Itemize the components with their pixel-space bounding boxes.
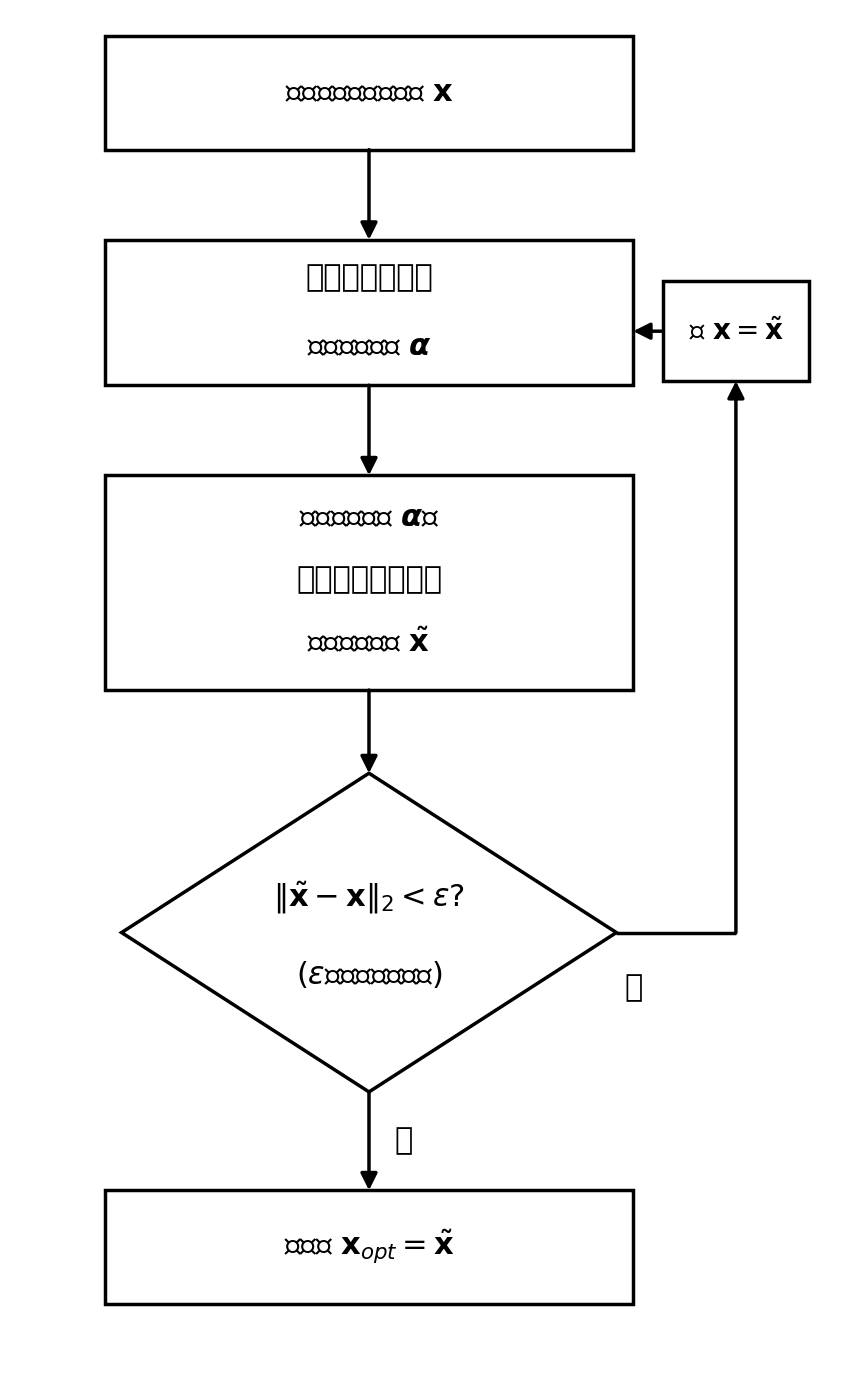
Bar (662, 282, 809, 381)
Text: 最优解 $\mathbf{x}_{opt} = \tilde{\mathbf{x}}$: 最优解 $\mathbf{x}_{opt} = \tilde{\mathbf{x… (284, 1228, 454, 1266)
Text: 小的恒模序列 $\tilde{\mathbf{x}}$: 小的恒模序列 $\tilde{\mathbf{x}}$ (307, 627, 430, 657)
Bar (105, 475, 634, 690)
Text: 令 $\mathbf{x} = \tilde{\mathbf{x}}$: 令 $\mathbf{x} = \tilde{\mathbf{x}}$ (689, 318, 783, 346)
Text: $\|\tilde{\mathbf{x}}-\mathbf{x}\|_2 < \varepsilon$?: $\|\tilde{\mathbf{x}}-\mathbf{x}\|_2 < \… (273, 880, 465, 916)
Bar (105, 1190, 634, 1303)
Text: 计算使代价函数最: 计算使代价函数最 (296, 566, 442, 594)
Text: 固定辅助变量 $\boldsymbol{\alpha}$，: 固定辅助变量 $\boldsymbol{\alpha}$， (299, 503, 440, 533)
Bar (105, 240, 634, 385)
Bar (105, 36, 634, 149)
Polygon shape (122, 774, 617, 1092)
Text: 计算辅助变量 $\boldsymbol{\alpha}$: 计算辅助变量 $\boldsymbol{\alpha}$ (307, 333, 431, 361)
Text: 是: 是 (394, 1126, 412, 1156)
Text: 随机初始化恒模序列 $\mathbf{x}$: 随机初始化恒模序列 $\mathbf{x}$ (285, 78, 453, 107)
Text: 增加迭代次数，: 增加迭代次数， (305, 263, 433, 293)
Text: 否: 否 (625, 973, 643, 1002)
Text: $(\varepsilon$为设定的收敛值$)$: $(\varepsilon$为设定的收敛值$)$ (296, 959, 442, 990)
